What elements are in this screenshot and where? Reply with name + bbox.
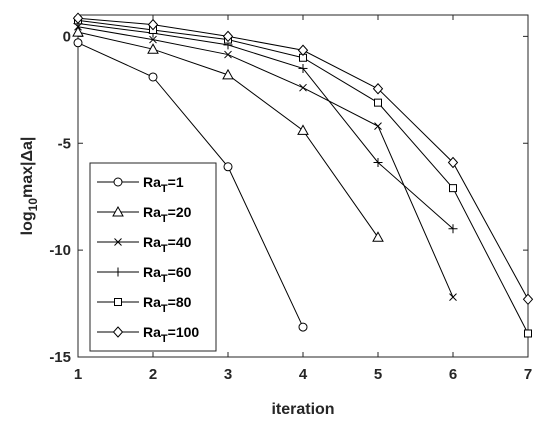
legend-marker [114, 298, 122, 306]
legend-label: RaT=100 [143, 324, 199, 345]
data-point [374, 98, 382, 107]
data-point [447, 156, 459, 169]
data-point [372, 231, 384, 242]
data-point [449, 184, 457, 193]
x-tick-label: 4 [299, 366, 308, 383]
legend-entry-1: RaT=20 [97, 204, 192, 225]
series-5 [72, 12, 534, 306]
legend: RaT=1 RaT=20 RaT=40 RaT=60 RaT=80 RaT=100 [89, 162, 217, 352]
y-axis-label: log10max|Δa| [19, 137, 40, 236]
y-tick-label: -5 [58, 135, 71, 152]
y-tick-label: 0 [63, 28, 71, 45]
legend-entry-3: RaT=60 [97, 264, 192, 285]
x-tick-label: 7 [524, 366, 532, 383]
legend-marker [112, 205, 124, 217]
data-point [373, 157, 383, 167]
data-point [372, 82, 384, 95]
legend-entry-4: RaT=80 [97, 294, 192, 315]
x-tick-label: 2 [149, 366, 157, 383]
data-point [524, 329, 532, 338]
series-line [77, 26, 454, 298]
legend-marker [114, 238, 122, 246]
series-1 [72, 26, 384, 242]
data-point [148, 72, 158, 82]
data-point [298, 63, 308, 73]
legend-label: RaT=60 [143, 264, 192, 285]
legend-label: RaT=80 [143, 294, 192, 315]
y-tick-label: -15 [49, 349, 71, 366]
data-point [222, 68, 234, 80]
data-point [297, 44, 309, 57]
legend-marker [112, 326, 124, 338]
x-tick-label: 3 [224, 366, 232, 383]
data-point [72, 26, 84, 37]
data-point [223, 162, 233, 172]
x-tick-label: 5 [374, 366, 382, 383]
data-point [147, 18, 159, 31]
series-2 [74, 22, 457, 302]
data-point [298, 322, 308, 332]
x-axis-label: iteration [271, 401, 334, 418]
legend-entry-0: RaT=1 [97, 174, 184, 195]
series-layer [72, 12, 534, 338]
data-point [224, 50, 232, 59]
data-point [72, 12, 84, 24]
data-point [73, 38, 83, 48]
legend-entry-5: RaT=100 [97, 324, 199, 345]
data-point [147, 43, 159, 54]
legend-marker [113, 267, 123, 277]
series-line [77, 42, 304, 328]
series-line [77, 23, 454, 230]
data-point [297, 124, 309, 135]
series-0 [73, 38, 308, 332]
data-point [299, 83, 307, 92]
legend-marker [113, 177, 123, 187]
legend-label: RaT=20 [143, 204, 192, 225]
y-tick-label: -10 [49, 242, 71, 259]
data-point [222, 30, 234, 43]
x-tick-label: 1 [74, 366, 82, 383]
legend-box [89, 162, 217, 352]
tick-labels: 1 2 3 4 5 6 7 0 -5 -10 -15 [49, 28, 532, 383]
axis-ticks [77, 15, 529, 358]
legend-label: RaT=40 [143, 234, 192, 255]
data-point [522, 293, 534, 306]
data-point [448, 224, 458, 234]
data-point [374, 122, 382, 131]
data-point [449, 293, 457, 302]
legend-entry-2: RaT=40 [97, 234, 192, 255]
legend-label: RaT=1 [143, 174, 184, 195]
x-tick-label: 6 [449, 366, 457, 383]
data-point [149, 35, 157, 44]
